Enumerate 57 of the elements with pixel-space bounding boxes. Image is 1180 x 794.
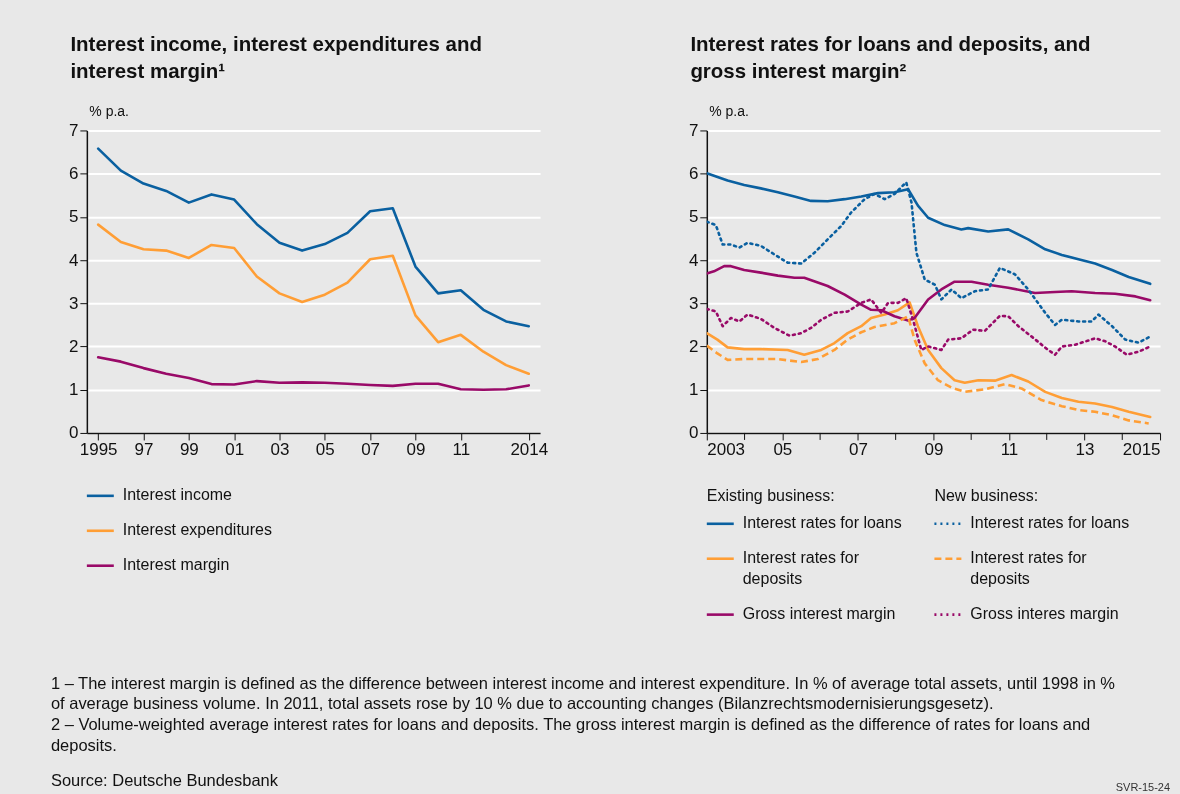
x-tick-label: 11 bbox=[1000, 440, 1019, 460]
legend-label: Interest expenditures bbox=[122, 520, 272, 538]
legend-label: Gross interes margin bbox=[970, 604, 1119, 622]
x-tick-label: 03 bbox=[270, 440, 290, 460]
legend-label: Interest income bbox=[122, 485, 233, 503]
y-axis-title: % p.a. bbox=[709, 102, 749, 119]
x-tick-label: 05 bbox=[315, 440, 335, 460]
x-tick-label: 2003 bbox=[707, 440, 746, 460]
line-series bbox=[96, 223, 531, 376]
y-tick-label: 3 bbox=[68, 293, 79, 313]
x-tick-label: 97 bbox=[134, 440, 154, 460]
y-tick-label: 1 bbox=[68, 380, 79, 400]
y-tick-label: 6 bbox=[68, 164, 79, 184]
x-tick-label: 01 bbox=[225, 440, 245, 460]
legend-label: Interest margin bbox=[122, 555, 230, 573]
line-series bbox=[706, 314, 1150, 425]
source-note: Source: Deutsche Bundesbank bbox=[50, 771, 279, 790]
legend-label: Interest rates for loans bbox=[742, 513, 902, 531]
x-tick-label: 1995 bbox=[79, 440, 118, 460]
chart-title: Interest rates for loans and deposits, and gross interest margin² bbox=[690, 32, 1091, 83]
text: 1 – The interest margin is defined as the difference between interest income and interest expenditure. In % of average total assets, until 1998 in % of average business volume. In 2011, total assets rose by 10 % due to accounting changes (Bilanzrechtsmodernisierungsgesetz). bbox=[50, 673, 1116, 713]
x-tick-label: 05 bbox=[773, 440, 793, 460]
y-tick-label: 6 bbox=[688, 164, 699, 184]
y-tick-label: 7 bbox=[68, 120, 79, 140]
legend-label: Interest rates for deposits bbox=[970, 548, 1088, 587]
x-tick-label: 11 bbox=[452, 440, 471, 460]
y-tick-label: 4 bbox=[68, 250, 79, 270]
y-tick-label: 5 bbox=[68, 207, 79, 227]
line-series bbox=[706, 301, 1152, 419]
x-tick-label: 09 bbox=[924, 440, 944, 460]
y-tick-label: 7 bbox=[688, 120, 699, 140]
y-tick-label: 2 bbox=[688, 337, 699, 356]
x-tick-label: 09 bbox=[406, 440, 426, 460]
y-tick-label: 2 bbox=[68, 337, 79, 356]
line-series bbox=[96, 147, 531, 328]
x-tick-label: 2015 bbox=[1122, 440, 1161, 460]
chart-title: Interest income, interest expenditures and interest margin¹ bbox=[70, 32, 482, 83]
x-tick-label: 07 bbox=[848, 440, 868, 460]
text: New business: bbox=[934, 486, 1039, 504]
y-tick-label: 1 bbox=[688, 380, 699, 400]
y-tick-label: 3 bbox=[688, 293, 699, 313]
y-tick-label: 4 bbox=[688, 250, 699, 270]
x-tick-label: 2014 bbox=[510, 440, 549, 460]
text: Existing business: bbox=[706, 486, 835, 504]
y-axis-title: % p.a. bbox=[89, 102, 129, 119]
y-tick-label: 5 bbox=[688, 207, 699, 227]
line-series bbox=[96, 356, 531, 392]
x-tick-label: 07 bbox=[361, 440, 381, 460]
legend-label: Gross interest margin bbox=[742, 604, 896, 622]
y-tick-label: 0 bbox=[68, 423, 79, 443]
text: 2 – Volume-weighted average interest rates for loans and deposits. The gross interest margin is defined as the difference of rates for loans and deposits. bbox=[50, 715, 1091, 755]
x-tick-label: 13 bbox=[1075, 440, 1095, 460]
x-tick-label: 99 bbox=[179, 440, 199, 460]
legend-label: Interest rates for deposits bbox=[742, 548, 860, 587]
text: SVR-15-24 bbox=[1115, 781, 1171, 794]
y-tick-label: 0 bbox=[688, 423, 699, 443]
legend-label: Interest rates for loans bbox=[970, 513, 1130, 531]
